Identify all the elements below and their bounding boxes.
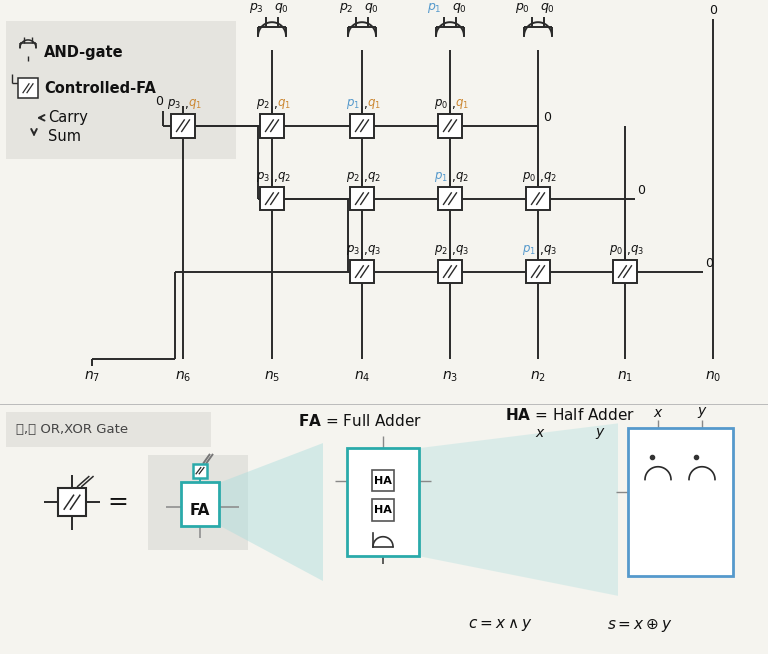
Text: $q_3$: $q_3$ <box>367 243 381 257</box>
Text: ,: , <box>363 244 367 257</box>
Bar <box>181 483 219 526</box>
Bar <box>58 489 86 516</box>
Bar <box>438 187 462 211</box>
Text: $s = x \oplus y$: $s = x \oplus y$ <box>607 617 673 634</box>
Text: ,: , <box>184 98 187 111</box>
Text: $p_1$: $p_1$ <box>434 170 448 184</box>
Bar <box>350 114 374 137</box>
Bar <box>193 464 207 477</box>
Text: HA: HA <box>374 475 392 485</box>
Polygon shape <box>220 443 323 581</box>
Text: $c = x \wedge y$: $c = x \wedge y$ <box>468 617 532 634</box>
Text: $n_2$: $n_2$ <box>530 369 546 383</box>
Bar <box>438 260 462 283</box>
Bar <box>347 448 419 557</box>
Text: $p_3$: $p_3$ <box>256 170 270 184</box>
Text: 0: 0 <box>637 184 645 197</box>
Text: $p_3$: $p_3$ <box>249 1 264 15</box>
Bar <box>350 260 374 283</box>
Text: $q_0$: $q_0$ <box>364 1 379 15</box>
Text: $p_1$: $p_1$ <box>522 243 536 257</box>
Text: $q_2$: $q_2$ <box>277 170 291 184</box>
Text: ,: , <box>273 98 276 111</box>
Text: $n_7$: $n_7$ <box>84 369 100 383</box>
Bar <box>438 114 462 137</box>
Text: =: = <box>108 490 128 514</box>
Text: $p_3$: $p_3$ <box>167 97 181 111</box>
Text: $\mathbf{HA}$ = Half Adder: $\mathbf{HA}$ = Half Adder <box>505 407 635 424</box>
Text: $y$: $y$ <box>697 405 707 421</box>
Text: $p_0$: $p_0$ <box>434 97 448 111</box>
Bar <box>526 187 550 211</box>
Text: 0: 0 <box>543 111 551 124</box>
Text: $n_3$: $n_3$ <box>442 369 458 383</box>
Text: $p_0$: $p_0$ <box>522 170 536 184</box>
Text: $p_1$: $p_1$ <box>346 97 360 111</box>
Bar <box>171 114 195 137</box>
Text: Carry: Carry <box>48 111 88 126</box>
Text: $q_2$: $q_2$ <box>455 170 469 184</box>
Text: $p_3$: $p_3$ <box>346 243 360 257</box>
Text: 0: 0 <box>155 95 163 108</box>
Text: FA: FA <box>190 502 210 517</box>
Bar <box>613 260 637 283</box>
Text: ,: , <box>451 98 455 111</box>
Bar <box>260 187 284 211</box>
Text: $q_3$: $q_3$ <box>543 243 557 257</box>
Text: $p_0$: $p_0$ <box>609 243 623 257</box>
Bar <box>372 499 394 521</box>
Text: $q_2$: $q_2$ <box>367 170 381 184</box>
Text: $p_0$: $p_0$ <box>515 1 530 15</box>
Text: 0: 0 <box>709 5 717 17</box>
Bar <box>627 428 733 576</box>
Text: $p_2$: $p_2$ <box>346 170 360 184</box>
Text: $q_0$: $q_0$ <box>452 1 467 15</box>
Text: $y$: $y$ <box>594 426 605 441</box>
Bar <box>350 187 374 211</box>
Bar <box>6 21 236 159</box>
Text: $x$: $x$ <box>653 406 664 421</box>
Text: $p_1$: $p_1$ <box>427 1 442 15</box>
Text: $n_0$: $n_0$ <box>705 369 721 383</box>
Polygon shape <box>420 423 618 596</box>
Text: $n_6$: $n_6$ <box>175 369 191 383</box>
Text: $q_0$: $q_0$ <box>540 1 555 15</box>
Text: ,: , <box>451 244 455 257</box>
Text: ⑆,⑆ OR,XOR Gate: ⑆,⑆ OR,XOR Gate <box>16 422 128 436</box>
Text: ,: , <box>451 171 455 184</box>
Text: $q_1$: $q_1$ <box>277 97 291 111</box>
Text: $q_1$: $q_1$ <box>455 97 469 111</box>
Bar <box>148 455 248 549</box>
Text: $q_3$: $q_3$ <box>455 243 469 257</box>
Text: $q_0$: $q_0$ <box>274 1 289 15</box>
Text: ,: , <box>539 171 543 184</box>
Text: $x$: $x$ <box>535 426 545 440</box>
Text: $n_5$: $n_5$ <box>264 369 280 383</box>
Text: ,: , <box>363 98 367 111</box>
Bar <box>18 78 38 98</box>
Text: $\mathbf{FA}$ = Full Adder: $\mathbf{FA}$ = Full Adder <box>298 413 422 430</box>
Text: HA: HA <box>374 505 392 515</box>
Text: $p_2$: $p_2$ <box>256 97 270 111</box>
Text: ,: , <box>539 244 543 257</box>
Text: 0: 0 <box>705 256 713 269</box>
Bar <box>526 260 550 283</box>
Text: $n_1$: $n_1$ <box>617 369 633 383</box>
Text: $q_1$: $q_1$ <box>367 97 381 111</box>
Text: $p_2$: $p_2$ <box>434 243 448 257</box>
Text: ,: , <box>273 171 276 184</box>
Text: Controlled-FA: Controlled-FA <box>44 80 156 95</box>
Text: $n_4$: $n_4$ <box>354 369 370 383</box>
Text: $p_2$: $p_2$ <box>339 1 354 15</box>
Text: AND-gate: AND-gate <box>44 45 124 60</box>
Bar <box>260 114 284 137</box>
Text: ,: , <box>363 171 367 184</box>
Bar <box>372 470 394 491</box>
Text: $q_2$: $q_2$ <box>543 170 557 184</box>
Text: ,: , <box>626 244 630 257</box>
Bar <box>6 411 211 447</box>
Text: $q_1$: $q_1$ <box>188 97 202 111</box>
Text: $q_3$: $q_3$ <box>630 243 644 257</box>
Text: Sum: Sum <box>48 129 81 144</box>
